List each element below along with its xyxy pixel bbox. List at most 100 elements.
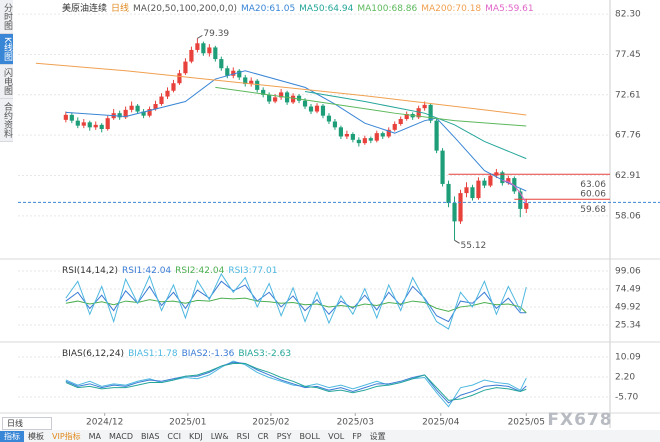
panel-title: RSI(14,14,2) [62,266,118,276]
indicator-button[interactable]: RSI [236,431,250,441]
y-tick-label: -5.70 [615,393,639,403]
legend-entry: MA20:61.05 [241,4,295,14]
panel-title: 美原油连续 [62,2,107,14]
candle-body [261,89,266,95]
legend-entry: BIAS3:-2.63 [238,349,291,359]
candle-body [392,124,397,130]
candle-body [267,94,272,102]
legend-entry: MA100:68.86 [357,4,417,14]
x-tick-label: 2025/05 [508,418,545,428]
candle-body [386,129,391,137]
extreme-pointer [454,239,460,244]
series-line [65,70,527,192]
extreme-label: 55.12 [461,241,487,251]
candle-body [362,138,367,144]
series-line [502,180,527,204]
side-tab[interactable]: K线图 [0,34,13,65]
series-line [35,62,527,116]
candle-body [428,104,433,121]
candle-body [69,114,74,121]
indicator-button[interactable]: MACD [109,431,134,441]
candle-body [368,138,373,141]
candle-body [350,133,355,140]
candle-body [422,104,427,109]
candle-body [201,43,206,54]
legend-entry: RSI2:42.04 [175,266,224,276]
sidebar: 分时图 K线图 闪电图 合约资料 [0,0,13,150]
candle-body [524,203,529,209]
side-tab[interactable]: 分时图 [0,0,13,34]
candle-body [458,193,463,222]
candle-body [135,105,140,112]
candle-body [231,70,236,76]
candle-body [177,73,182,84]
candle-body [99,124,104,129]
candle-body [165,90,170,97]
candle-body [105,118,110,129]
candle-body [470,187,475,199]
candle-body [440,150,445,184]
y-tick-label: 49.92 [615,302,641,312]
x-tick-label: 2024/12 [86,418,123,428]
extreme-pointer [197,34,203,39]
candle-body [141,111,146,116]
side-tab[interactable]: 合约资料 [0,98,13,142]
indicator-button[interactable]: VIP指标 [52,431,81,441]
legend-entry: MA50:64.94 [299,4,353,14]
indicator-button[interactable]: MA [88,431,102,441]
candle-body [404,114,409,120]
candle-body [189,49,194,62]
side-tab[interactable]: 闪电图 [0,64,13,99]
series-line [65,272,527,330]
indicator-button[interactable]: CCI [167,431,181,441]
candle-body [207,47,212,54]
indicator-button[interactable]: PSY [276,431,292,441]
candle-body [500,172,505,184]
candle-body [374,133,379,141]
indicator-button[interactable]: LW& [210,431,229,441]
candle-body [446,183,451,204]
candle-body [488,175,493,186]
candle-body [75,120,80,126]
candle-body [159,96,164,105]
y-tick-label: 72.61 [615,90,641,100]
candle-body [476,180,481,199]
candle-body [171,83,176,91]
candle-body [302,100,308,107]
panel-title: BIAS(6,12,24) [62,349,124,359]
candle-body [512,178,517,192]
indicator-button[interactable]: 设置 [369,431,386,441]
candle-body [452,203,457,222]
candle-body [237,70,242,78]
candle-body [213,47,218,60]
x-tick-label: 2025/03 [337,418,374,428]
toolbar-tab[interactable]: 模板 [28,431,44,441]
indicator-button[interactable]: BIAS [141,431,160,441]
candle-body [326,115,332,122]
toolbar-tab[interactable]: 指标 [0,430,24,442]
price-line-label: 60.06 [580,190,606,200]
period-select[interactable]: 日线 [2,417,52,430]
indicator-button[interactable]: KDJ [188,431,203,441]
indicator-button[interactable]: CR [257,431,269,441]
legend-entry: BIAS1:1.78 [128,349,178,359]
candle-body [123,109,128,118]
legend-entry: MA200:70.18 [421,4,481,14]
price-line-label: 63.06 [580,180,606,190]
y-tick-label: 25.34 [615,321,641,331]
indicator-button[interactable]: BOLL [299,431,321,441]
indicator-button[interactable]: VOL [328,431,345,441]
candle-body [320,105,326,116]
indicator-button[interactable]: FP [352,431,362,441]
y-tick-label: 62.91 [615,171,641,181]
candle-body [290,95,296,103]
series-line [215,86,527,127]
candle-body [279,92,284,98]
indicator-label: MA(20,50,100,200,0,0) [133,4,237,14]
candle-body [356,139,361,144]
candle-body [117,113,122,118]
legend-entry: MA5:59.61 [485,4,533,14]
candle-body [81,122,86,126]
candle-body [344,133,349,137]
